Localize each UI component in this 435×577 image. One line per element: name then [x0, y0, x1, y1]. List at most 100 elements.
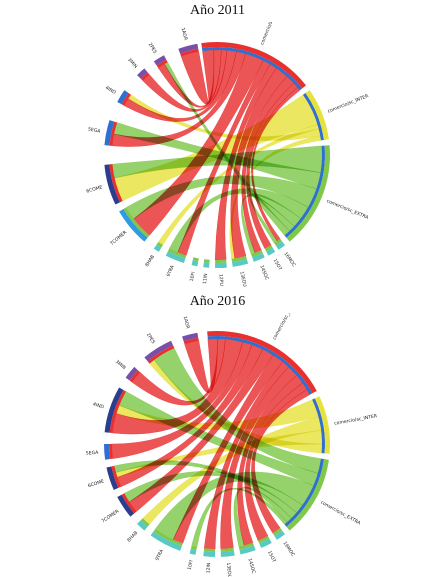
- segment-6COME: 6COME: [86, 164, 123, 205]
- segment-label-12IN: 12IN: [205, 563, 212, 574]
- segment-band-15OT: [266, 247, 276, 256]
- segment-band-INTRA: [207, 331, 317, 394]
- segment-label-3MIN: 3MIN: [126, 57, 138, 70]
- segment-inner-INTRA: [207, 336, 313, 395]
- segment-band-13EDU: [232, 258, 249, 267]
- segment-band-3MIN: [125, 366, 139, 381]
- segment-4IND: 4IND: [104, 85, 131, 106]
- segment-band-9TRA: [150, 531, 182, 551]
- segment-2PES: 2PES: [147, 42, 168, 68]
- segment-label-10FI: 10FI: [189, 271, 197, 282]
- segment-band-14SOC: [239, 545, 256, 555]
- segment-INTER: comercio/sc_INTER: [312, 396, 378, 454]
- segment-label-10FI: 10FI: [187, 560, 195, 571]
- segment-band-5EGA: [104, 444, 111, 460]
- segment-inner-4IND: [121, 93, 131, 106]
- segment-label-13EDU: 13EDU: [238, 271, 247, 288]
- segment-label-6COME: 6COME: [86, 184, 104, 194]
- segment-inner-7COMER: [123, 207, 150, 238]
- segment-16MOC: 16MOC: [272, 527, 296, 558]
- segment-9TRA: 9TRA: [150, 528, 183, 562]
- segment-5EGA: 5EGA: [86, 444, 114, 460]
- segment-1AGR: 1AGR: [178, 27, 199, 57]
- segment-label-4IND: 4IND: [92, 401, 105, 410]
- segment-inner-13EDU: [220, 547, 234, 552]
- segment-label-INTRA: comercio/sc_INTRA: [259, 22, 281, 46]
- segment-label-7COMER: 7COMER: [109, 229, 129, 247]
- segment-inner-3MIN: [129, 370, 141, 383]
- segment-inner-2PES: [156, 59, 168, 68]
- segment-band-1AGR: [178, 43, 199, 54]
- segment-band-4IND: [104, 387, 124, 433]
- segment-inner-9TRA: [153, 528, 183, 547]
- segment-inner-14SOC: [251, 250, 263, 258]
- segment-10FI: 10FI: [189, 257, 199, 282]
- segment-label-9TRA: 9TRA: [154, 548, 165, 562]
- segment-6COME: 6COME: [87, 465, 122, 490]
- segment-band-8HAB: [137, 520, 148, 531]
- segment-band-2PES: [153, 55, 167, 66]
- chord-diagram-2016: comercio/sc_INTRA comercio/sc_INTERcomerc…: [86, 313, 379, 577]
- segment-9TRA: 9TRA: [165, 248, 187, 278]
- segment-inner-9TRA: [167, 248, 187, 259]
- segment-inner-4IND: [109, 390, 127, 434]
- segment-label-7COMER: 7COMER: [101, 508, 121, 525]
- segment-inner-10FI: [192, 257, 199, 262]
- segment-1AGR: 1AGR: [182, 316, 199, 345]
- segment-12PU: 12PU: [215, 259, 227, 286]
- segment-band-12PU: [215, 262, 227, 268]
- segment-inner-2PES: [147, 345, 175, 364]
- segment-label-15OT: 15OT: [266, 550, 277, 564]
- segment-band-11IN: [203, 262, 210, 268]
- segment-label-14SOC: 14SOC: [246, 558, 256, 575]
- segment-label-5EGA: 5EGA: [87, 126, 101, 135]
- segment-inner-12PU: [215, 259, 227, 263]
- segment-band-INTER: [314, 396, 330, 454]
- segment-label-1AGR: 1AGR: [182, 316, 191, 331]
- segment-band-3MIN: [137, 68, 148, 79]
- segment-band-9TRA: [165, 251, 186, 264]
- segment-label-2PES: 2PES: [147, 42, 158, 55]
- segment-label-12PU: 12PU: [218, 274, 224, 286]
- chart-title-2016: Año 2016: [189, 294, 246, 309]
- segment-label-14SOC: 14SOC: [258, 264, 269, 281]
- segment-label-9TRA: 9TRA: [166, 264, 176, 278]
- segment-band-12IN: [203, 551, 216, 557]
- segment-label-15OT: 15OT: [272, 258, 283, 272]
- segment-inner-14SOC: [238, 542, 254, 550]
- segment-band-EXTRA: [286, 459, 329, 531]
- segment-label-INTER: comercio/sc_INTER: [327, 93, 370, 115]
- segment-15OT: 15OT: [264, 245, 283, 272]
- segment-11IN: 11IN: [202, 259, 210, 284]
- segment-inner-16MOC: [272, 527, 282, 536]
- segment-label-3MIN: 3MIN: [114, 359, 127, 371]
- segment-13EDU: 13EDU: [220, 547, 235, 577]
- segment-label-INTER: comercio/sc_INTER: [334, 413, 379, 427]
- segment-band-15OT: [259, 538, 272, 549]
- segment-label-16MOC: 16MOC: [282, 251, 296, 268]
- segment-band-7COMER: [119, 209, 148, 242]
- segment-14SOC: 14SOC: [251, 250, 270, 281]
- segment-inner-1AGR: [180, 48, 199, 57]
- chart-title-2011: Año 2011: [189, 3, 246, 18]
- segment-band-10FI: [189, 548, 197, 555]
- segment-label-13EDU: 13EDU: [225, 562, 232, 577]
- segment-band-5EGA: [104, 120, 115, 146]
- segment-inner-5EGA: [109, 444, 114, 460]
- segment-inner-5EGA: [109, 121, 118, 146]
- segment-5EGA: 5EGA: [87, 120, 118, 146]
- segment-inner-12IN: [203, 548, 216, 552]
- segment-10FI: 10FI: [187, 545, 197, 571]
- segment-label-2PES: 2PES: [145, 332, 156, 345]
- segment-inner-7COMER: [121, 493, 137, 514]
- segment-band-4IND: [117, 90, 129, 105]
- segment-inner-16MOC: [274, 238, 282, 246]
- segment-band-8HAB: [153, 244, 162, 252]
- segment-14SOC: 14SOC: [238, 542, 257, 575]
- segment-inner-15OT: [258, 535, 270, 544]
- segment-label-1AGR: 1AGR: [180, 27, 189, 42]
- segment-inner-1AGR: [183, 337, 199, 345]
- segment-band-EXTRA: [286, 145, 330, 242]
- segment-band-13EDU: [220, 550, 235, 557]
- segment-label-5EGA: 5EGA: [86, 450, 100, 457]
